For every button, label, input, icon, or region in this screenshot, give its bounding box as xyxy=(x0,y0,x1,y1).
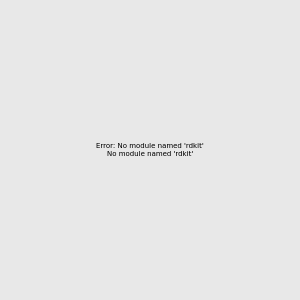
Text: Error: No module named 'rdkit'
No module named 'rdkit': Error: No module named 'rdkit' No module… xyxy=(96,143,204,157)
